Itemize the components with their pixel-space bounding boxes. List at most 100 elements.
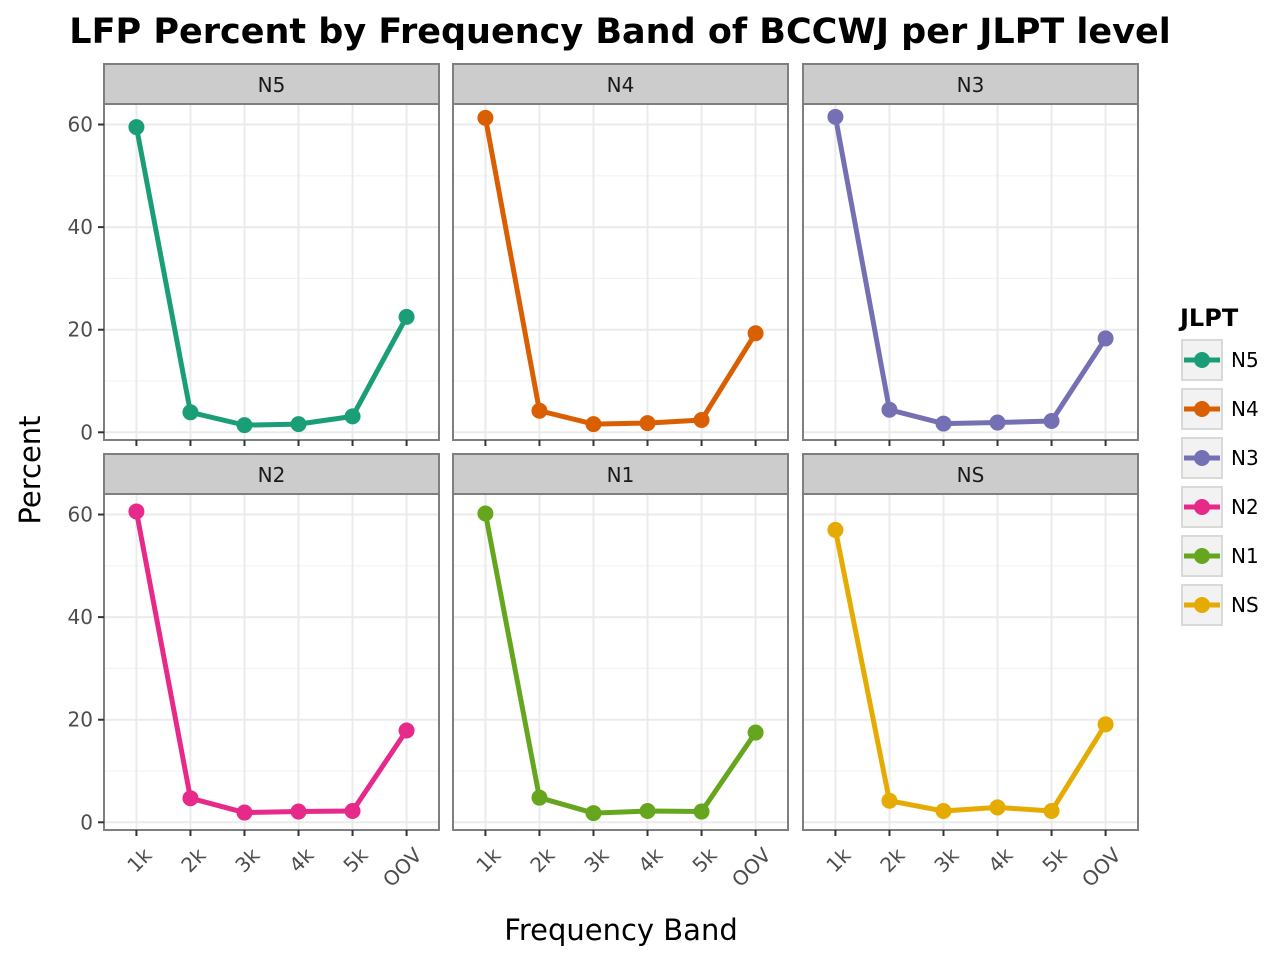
x-tick-label: 4k [983,843,1017,877]
data-point [477,505,494,522]
series-line-ns [832,527,1109,814]
facet-panel-n3: N3 [802,63,1139,446]
legend-key-point [1194,548,1210,564]
data-point [639,803,656,820]
legend-item-n1: N1 [1181,535,1259,577]
y-tick-label: 0 [80,810,93,834]
data-point [585,805,602,822]
legend-item-n5: N5 [1181,339,1259,381]
x-axis-title: Frequency Band [504,913,738,947]
data-point [344,408,361,425]
data-point [290,416,307,433]
facet-strip-label: N2 [258,463,286,487]
data-point [128,119,145,136]
y-tick-label: 60 [68,503,93,527]
x-tick-label: 5k [687,843,721,877]
legend-item-n4: N4 [1181,388,1259,430]
facet-strip-label: N3 [957,73,985,97]
legend-item-ns: NS [1181,584,1259,626]
y-tick-label: 40 [68,605,93,629]
facet-strip-label: N5 [258,73,286,97]
legend-label: N5 [1231,348,1259,372]
data-point [693,803,710,820]
data-point [182,790,199,807]
series-line-n2 [133,508,410,816]
data-point [236,804,253,821]
data-point [236,417,253,434]
data-point [881,401,898,418]
data-point [531,402,548,419]
legend-label: N3 [1231,446,1259,470]
data-point [989,799,1006,816]
panel-background [453,104,788,440]
data-point [531,789,548,806]
facet-panel-n5: N5 0 20 40 60 [68,63,440,446]
data-point [747,325,764,342]
y-axis-title: Percent [13,415,47,524]
panel-background [803,104,1138,440]
facet-strip [103,63,440,105]
y-tick-label: 40 [68,215,93,239]
x-tick-label: 5k [1037,843,1071,877]
series-line-n5 [133,124,410,428]
data-point [693,411,710,428]
y-tick-label: 20 [68,318,93,342]
y-tick-label: 60 [68,113,93,137]
facet-strip [802,453,1139,495]
legend-key-point [1194,597,1210,613]
facet-strip [452,63,789,105]
data-point [827,521,844,538]
legend-label: N4 [1231,397,1259,421]
x-tick-label: OOV [378,843,427,892]
legend-item-n3: N3 [1181,437,1259,479]
legend-key-point [1194,352,1210,368]
data-point [747,724,764,741]
data-point [477,109,494,126]
x-tick-label: OOV [1077,843,1126,892]
data-point [1097,330,1114,347]
legend-title: JLPT [1178,304,1239,332]
data-point [290,803,307,820]
x-tick-label: 1k [471,843,505,877]
data-point [881,792,898,809]
x-tick-label: 2k [176,843,210,877]
x-tick-label: 4k [284,843,318,877]
legend: JLPT N5 N4 N3 N2 N1 NS [1178,304,1259,626]
series-line-n4 [482,115,759,427]
facet-panel-n4: N4 [452,63,789,446]
facet-strip [452,453,789,495]
facet-strip [802,63,1139,105]
x-tick-label: 3k [230,843,264,877]
series-line-n1 [482,510,759,816]
x-tick-label: 5k [338,843,372,877]
data-point [1097,716,1114,733]
facet-strip-label: N1 [607,463,635,487]
x-tick-label: 2k [875,843,909,877]
y-tick-label: 20 [68,708,93,732]
x-tick-label: 4k [633,843,667,877]
x-tick-label: 1k [821,843,855,877]
panel-background [104,104,439,440]
legend-item-n2: N2 [1181,486,1259,528]
legend-label: NS [1231,593,1259,617]
facet-panel-n1: N1 1k 2k 3k 4k 5k OOV [452,453,789,892]
facet-strip-label: NS [957,463,985,487]
data-point [989,414,1006,431]
facet-panel-n2: N2 0 20 40 60 1k 2k 3k 4k 5k OOV [68,453,440,892]
panel-background [453,494,788,830]
legend-label: N2 [1231,495,1259,519]
legend-key-point [1194,450,1210,466]
data-point [585,416,602,433]
data-point [639,415,656,432]
x-tick-label: 2k [525,843,559,877]
legend-label: N1 [1231,544,1259,568]
x-tick-label: OOV [727,843,776,892]
data-point [827,108,844,125]
x-tick-label: 3k [929,843,963,877]
data-point [398,722,415,739]
y-tick-label: 0 [80,420,93,444]
data-point [398,308,415,325]
facet-panel-ns: NS 1k 2k 3k 4k 5k OOV [802,453,1139,892]
data-point [935,803,952,820]
